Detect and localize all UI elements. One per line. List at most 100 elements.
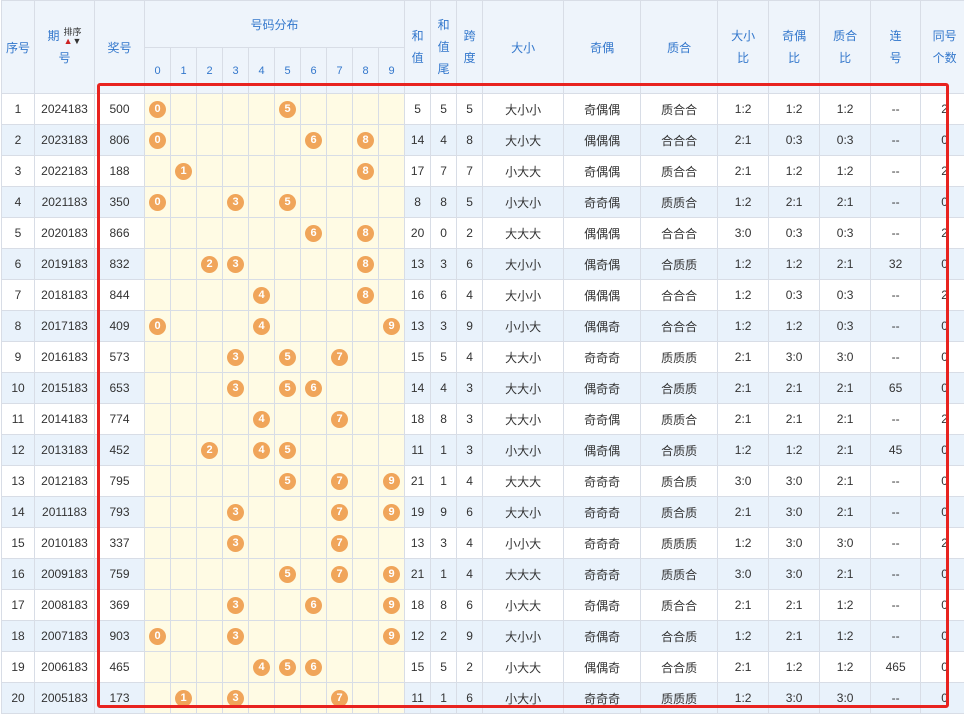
cell-size-ratio: 1:2 — [717, 620, 770, 652]
cell-dist-6 — [300, 465, 327, 497]
cell-dist-7: 7 — [326, 341, 353, 373]
cell-dist-4: 4 — [248, 651, 275, 683]
cell-dist-5 — [274, 496, 301, 528]
header-issue-a: 期 — [47, 29, 60, 43]
cell-size-ratio: 2:1 — [717, 341, 770, 373]
cell-prime: 合质质 — [640, 434, 719, 466]
cell-dist-8 — [352, 186, 379, 218]
cell-parity-ratio: 2:1 — [768, 620, 821, 652]
cell-parity: 偶偶奇 — [563, 310, 642, 342]
header-pr-a: 奇偶 — [782, 29, 807, 43]
cell-dist-5: 5 — [274, 186, 301, 218]
cell-dist-0 — [144, 155, 171, 187]
cell-seq: 2 — [1, 124, 35, 156]
cell-consec: 45 — [870, 434, 922, 466]
cell-size: 大大大 — [482, 217, 565, 249]
cell-dist-0 — [144, 589, 171, 621]
cell-dist-3: 3 — [222, 372, 249, 404]
digit-header-2: 2 — [196, 47, 223, 94]
cell-dist-0 — [144, 496, 171, 528]
sort-toggle[interactable]: 排序 ▲▼ — [64, 27, 82, 46]
cell-prize: 793 — [94, 496, 145, 528]
cell-sum-tail: 1 — [430, 558, 458, 590]
cell-dist-1: 1 — [170, 155, 197, 187]
cell-dist-7: 7 — [326, 496, 353, 528]
number-ball: 8 — [357, 224, 374, 242]
cell-parity: 偶偶奇 — [563, 651, 642, 683]
cell-dist-2 — [196, 651, 223, 683]
cell-prime: 质质质 — [640, 682, 719, 714]
cell-dist-6 — [300, 558, 327, 590]
number-ball: 5 — [279, 658, 296, 676]
cell-dist-8 — [352, 372, 379, 404]
cell-seq: 17 — [1, 589, 35, 621]
cell-dist-2 — [196, 496, 223, 528]
cell-size-ratio: 3:0 — [717, 558, 770, 590]
cell-dist-3 — [222, 155, 249, 187]
cell-prize: 832 — [94, 248, 145, 280]
cell-size: 小大小 — [482, 434, 565, 466]
cell-prize: 795 — [94, 465, 145, 497]
cell-dist-2 — [196, 186, 223, 218]
number-ball: 6 — [305, 379, 322, 397]
header-span-a: 跨 — [463, 29, 476, 43]
cell-same: 2 — [920, 93, 964, 125]
cell-dist-2 — [196, 93, 223, 125]
cell-prize: 409 — [94, 310, 145, 342]
cell-consec: -- — [870, 93, 922, 125]
cell-prize: 774 — [94, 403, 145, 435]
cell-parity-ratio: 1:2 — [768, 310, 821, 342]
number-ball: 5 — [279, 441, 296, 459]
cell-dist-7 — [326, 217, 353, 249]
cell-sum: 13 — [404, 248, 432, 280]
cell-dist-9 — [377, 279, 406, 311]
cell-dist-3 — [222, 558, 249, 590]
cell-span: 2 — [456, 217, 484, 249]
cell-dist-5: 5 — [274, 465, 301, 497]
header-consec-b: 号 — [889, 51, 902, 65]
cell-dist-3 — [222, 310, 249, 342]
cell-dist-6 — [300, 434, 327, 466]
header-sum-b: 值 — [411, 51, 424, 65]
cell-seq: 7 — [1, 279, 35, 311]
cell-consec: 65 — [870, 372, 922, 404]
cell-sum-tail: 4 — [430, 372, 458, 404]
cell-parity-ratio: 0:3 — [768, 279, 821, 311]
cell-parity: 偶奇奇 — [563, 372, 642, 404]
cell-sum: 8 — [404, 186, 432, 218]
cell-issue: 2015183 — [34, 372, 95, 404]
cell-dist-5 — [274, 403, 301, 435]
cell-prize: 188 — [94, 155, 145, 187]
digit-header-8: 8 — [352, 47, 379, 94]
cell-span: 4 — [456, 279, 484, 311]
cell-span: 7 — [456, 155, 484, 187]
cell-prize: 866 — [94, 217, 145, 249]
cell-seq: 20 — [1, 682, 35, 714]
cell-size: 大小小 — [482, 248, 565, 280]
cell-sum-tail: 5 — [430, 93, 458, 125]
number-ball: 3 — [227, 596, 244, 614]
cell-dist-8 — [352, 434, 379, 466]
cell-dist-9: 9 — [377, 496, 406, 528]
cell-prize: 573 — [94, 341, 145, 373]
cell-prize: 173 — [94, 682, 145, 714]
cell-dist-2: 2 — [196, 248, 223, 280]
cell-dist-3 — [222, 403, 249, 435]
cell-dist-6 — [300, 248, 327, 280]
cell-size: 小大大 — [482, 155, 565, 187]
cell-dist-5: 5 — [274, 558, 301, 590]
cell-span: 8 — [456, 124, 484, 156]
header-issue[interactable]: 期排序 ▲▼ 号 — [34, 0, 95, 94]
cell-span: 4 — [456, 465, 484, 497]
cell-dist-4 — [248, 155, 275, 187]
cell-sum-tail: 9 — [430, 496, 458, 528]
cell-parity-ratio: 3:0 — [768, 341, 821, 373]
cell-parity: 偶奇偶 — [563, 248, 642, 280]
cell-issue: 2020183 — [34, 217, 95, 249]
number-ball: 5 — [279, 193, 296, 211]
cell-size: 小小大 — [482, 310, 565, 342]
cell-dist-9 — [377, 682, 406, 714]
table-row: 15 2010183 337 3 7 13 3 4 小小大 奇奇奇 质质质 1:2 3:0 3:0 -- 2 — [1, 527, 964, 559]
cell-span: 3 — [456, 403, 484, 435]
